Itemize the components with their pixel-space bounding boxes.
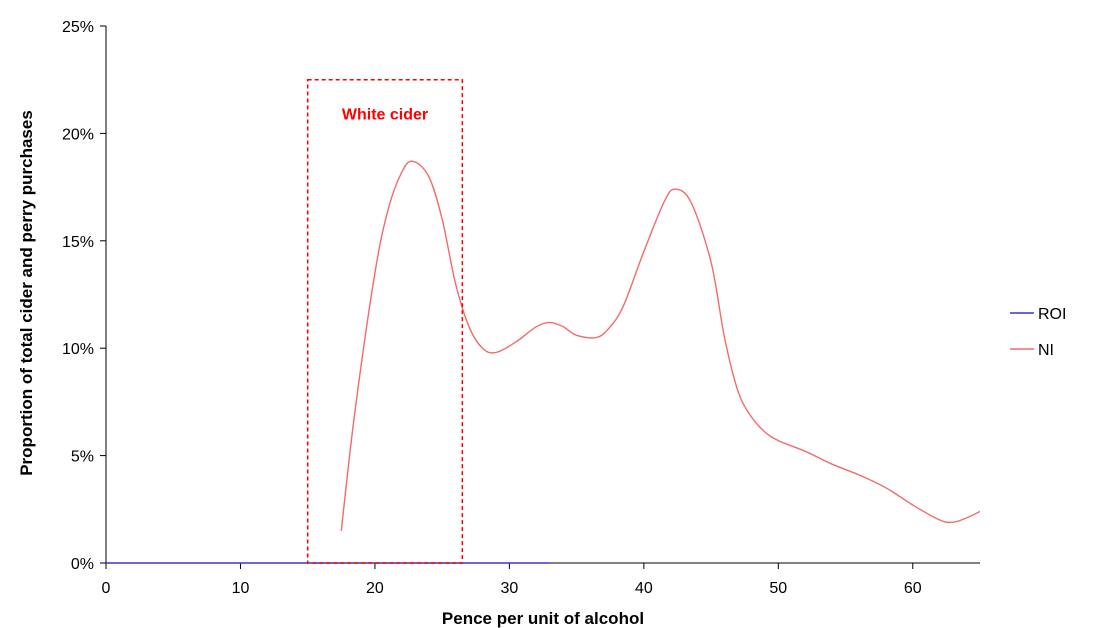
y-tick-label: 5% xyxy=(71,449,94,466)
series-layer xyxy=(105,160,981,564)
x-tick-label: 20 xyxy=(366,580,384,597)
white-cider-label: White cider xyxy=(342,107,428,124)
x-tick-label: 0 xyxy=(102,580,111,597)
y-tick-label: 0% xyxy=(71,556,94,573)
y-axis-title: Proportion of total cider and perry purc… xyxy=(17,110,36,476)
y-axis: 0% 5% 10% 15% 20% 25% xyxy=(62,19,107,573)
x-tick-label: 40 xyxy=(635,580,653,597)
x-axis-title: Pence per unit of alcohol xyxy=(442,609,644,628)
x-tick-label: 50 xyxy=(769,580,787,597)
x-tick-label: 60 xyxy=(904,580,922,597)
y-tick-label: 20% xyxy=(62,126,94,143)
white-cider-box xyxy=(306,78,464,564)
annotation-layer: White cider xyxy=(306,78,464,564)
y-tick-label: 25% xyxy=(62,19,94,36)
series-line-ni xyxy=(340,160,981,531)
x-tick-label: 10 xyxy=(232,580,250,597)
x-tick-label: 30 xyxy=(500,580,518,597)
x-axis: 0 10 20 30 40 50 60 xyxy=(102,562,980,597)
y-tick-label: 10% xyxy=(62,341,94,358)
legend-label-roi: ROI xyxy=(1038,306,1066,323)
y-tick-label: 15% xyxy=(62,234,94,251)
legend: ROI NI xyxy=(1010,306,1066,359)
legend-label-ni: NI xyxy=(1038,342,1054,359)
